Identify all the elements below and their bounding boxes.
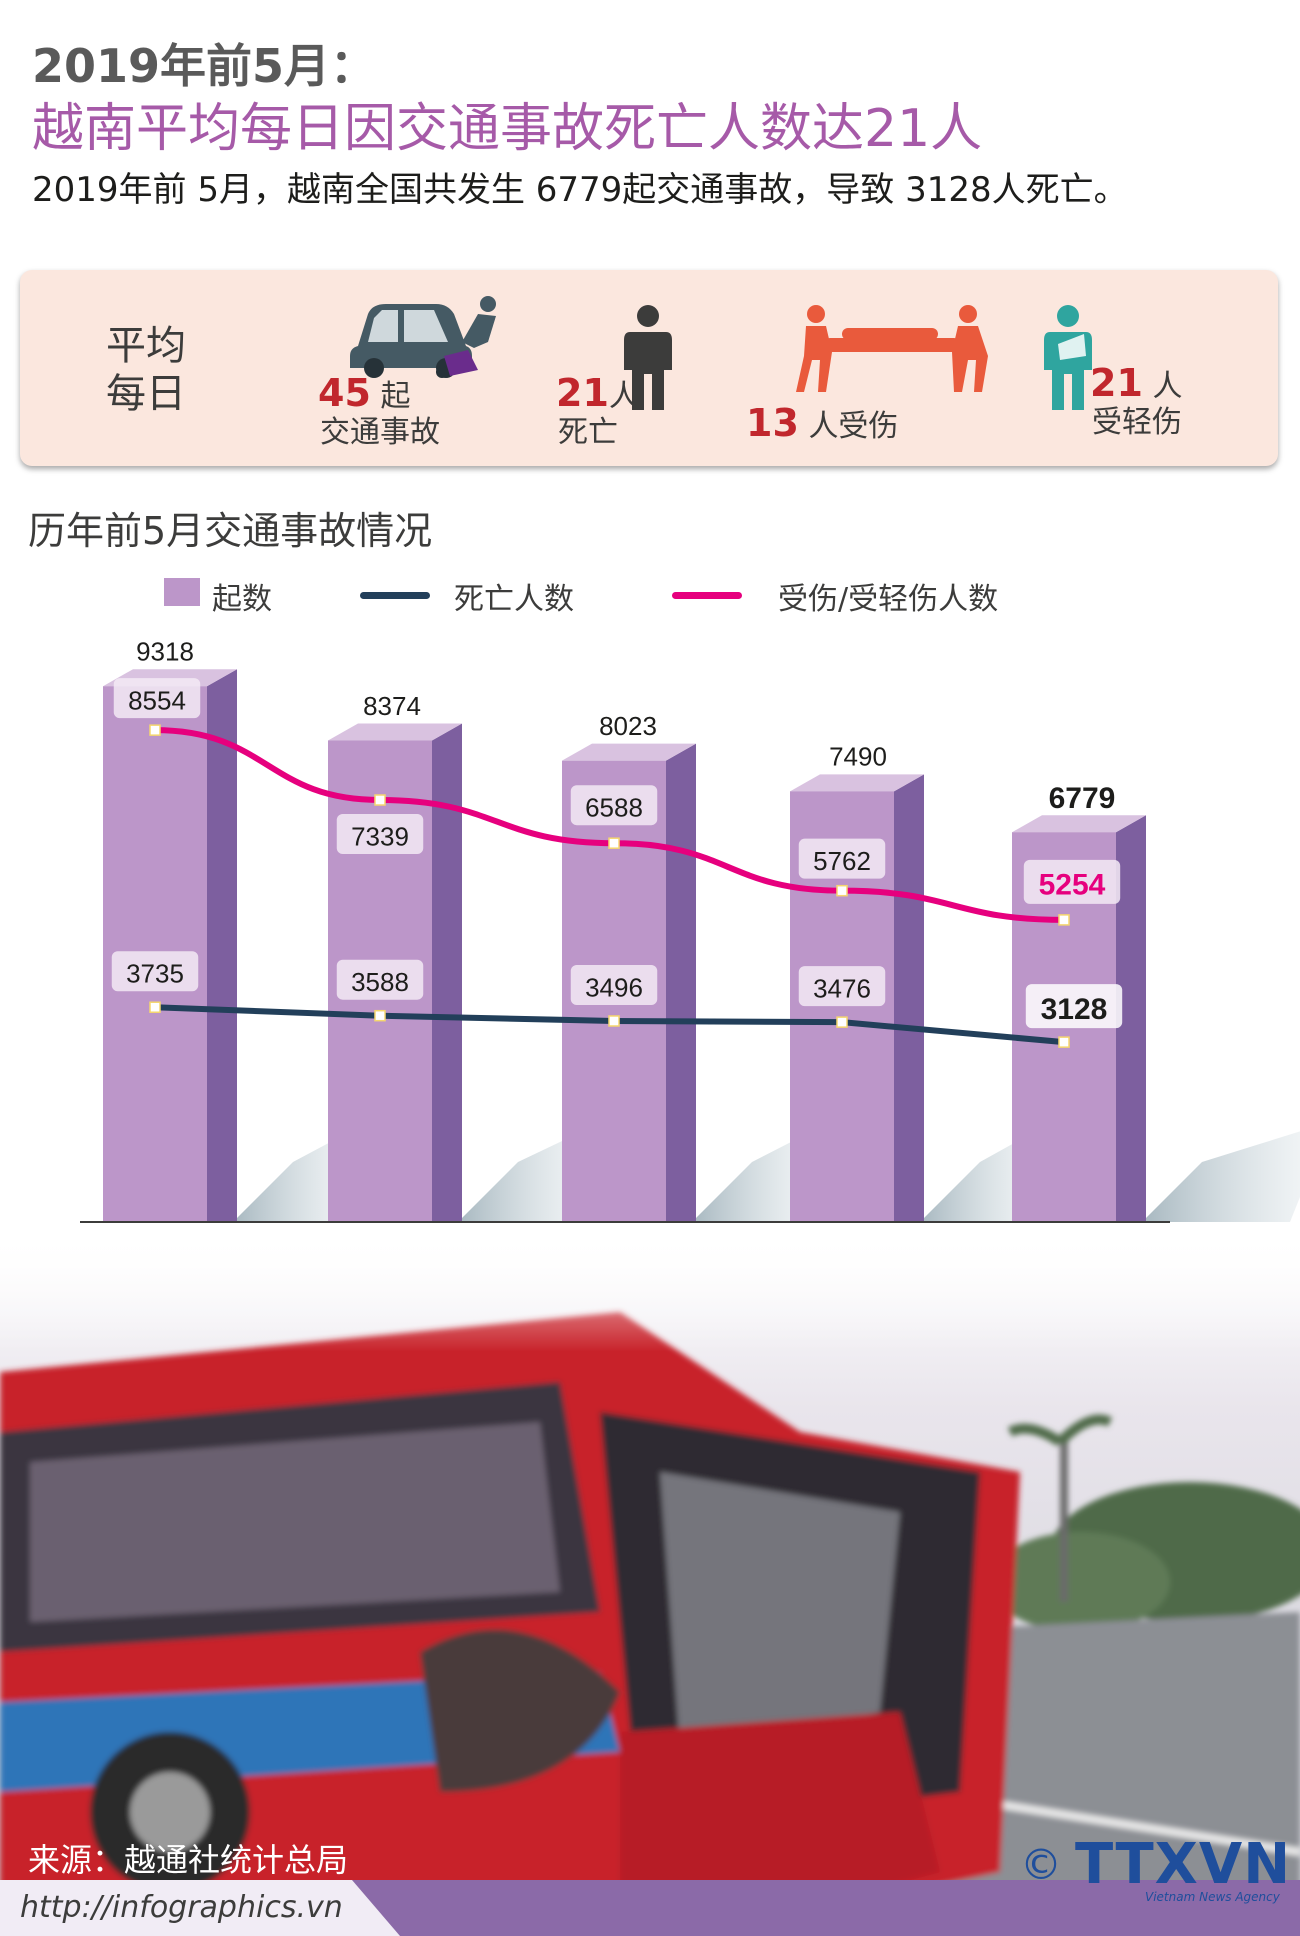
deaths-line-point: [374, 1009, 386, 1022]
minor-injured-unit: 人: [1152, 369, 1183, 404]
injuries-value-label: 8554: [113, 678, 201, 719]
daily-label-2: 每日: [106, 371, 186, 417]
daily-average-panel: 平均 每日 45 起 交通事故 21人 死亡 13 人受伤: [20, 270, 1278, 466]
svg-text:3735: 3735: [126, 959, 184, 989]
injured-number: 13: [746, 401, 799, 445]
svg-text:8023: 8023: [599, 711, 657, 741]
source-text: 来源：越通社统计总局: [28, 1841, 349, 1879]
accidents-label: 交通事故: [320, 415, 440, 450]
injured-label: 人受伤: [808, 409, 899, 444]
person-icon: [624, 305, 672, 410]
title-line-1: 2019年前5月：: [32, 39, 377, 93]
daily-label-1: 平均: [106, 323, 186, 369]
svg-text:3128: 3128: [1041, 993, 1108, 1026]
injuries-line-point: [1058, 914, 1070, 926]
deaths-value-label: 3496: [570, 964, 658, 1005]
accidents-stat: 45 起: [318, 374, 411, 414]
injuries-line-point: [608, 837, 620, 849]
deaths-label: 死亡: [558, 415, 618, 450]
svg-text:5762: 5762: [813, 846, 871, 876]
bar-2015: [103, 669, 237, 1222]
bar-value-label: 7490: [829, 742, 887, 772]
title-line-2: 越南平均每日因交通事故死亡人数达21人: [32, 99, 983, 159]
svg-text:8554: 8554: [128, 686, 186, 716]
deaths-value-label: 3735: [111, 951, 199, 992]
bar-value-label: 8023: [599, 711, 657, 741]
injured-stat: 13 人受伤: [746, 404, 899, 444]
injuries-value-label: 6588: [570, 785, 658, 826]
injuries-line-point: [836, 884, 848, 897]
injuries-value-label: 7339: [336, 814, 424, 855]
bar-value-label: 8374: [363, 691, 421, 721]
svg-text:7490: 7490: [829, 742, 887, 772]
legend-injuries-swatch: [672, 592, 742, 599]
svg-text:3476: 3476: [813, 973, 871, 1003]
svg-text:6779: 6779: [1049, 782, 1116, 815]
deaths-line-point: [836, 1016, 848, 1028]
svg-text:8374: 8374: [363, 691, 421, 721]
legend-injuries-label: 受伤/受轻伤人数: [778, 582, 999, 617]
minor-injured-stat: 21 人: [1090, 364, 1183, 404]
injured-person-icon: [1044, 305, 1092, 410]
deaths-unit: 人: [608, 379, 639, 414]
footer-url[interactable]: http://infographics.vn: [20, 1890, 343, 1925]
svg-text:6588: 6588: [585, 793, 643, 823]
copyright-icon: ©: [1020, 1840, 1062, 1889]
decorative-ribbon: [1142, 1131, 1300, 1222]
deaths-value-label: 3476: [798, 966, 886, 1007]
deaths-stat: 21人: [556, 374, 639, 414]
deaths-value-label: 3588: [336, 959, 424, 1000]
svg-text:7339: 7339: [351, 821, 409, 851]
crashed-bus-photo: [0, 1232, 1300, 1936]
accidents-number: 45: [318, 371, 371, 415]
bar-value-label: 9318: [136, 637, 194, 667]
ttxvn-logo: TTXVN: [1075, 1832, 1292, 1897]
svg-text:3496: 3496: [585, 972, 643, 1002]
injuries-line-point: [374, 794, 386, 806]
deaths-line-point: [1058, 1036, 1070, 1048]
bar-value-label: 6779: [1049, 782, 1116, 815]
svg-text:5254: 5254: [1039, 869, 1106, 902]
minor-injured-number: 21: [1090, 361, 1143, 405]
chart: 20152016201720182019 9318837480237490677…: [80, 637, 1300, 1266]
accidents-unit: 起: [380, 379, 411, 414]
legend-deaths-label: 死亡人数: [454, 582, 574, 617]
chart-title: 历年前5月交通事故情况: [28, 509, 433, 553]
stretcher-icon: [796, 305, 988, 392]
deaths-number: 21: [556, 371, 609, 415]
injuries-value-label: 5254: [1023, 859, 1121, 904]
injuries-value-label: 5762: [798, 838, 886, 879]
deaths-value-label: 3128: [1025, 984, 1123, 1029]
deaths-line-point: [608, 1015, 620, 1027]
legend-bars-label: 起数: [212, 582, 272, 617]
svg-text:9318: 9318: [136, 637, 194, 667]
legend-deaths-swatch: [360, 592, 430, 599]
ttxvn-logo-subtitle: Vietnam News Agency: [1145, 1890, 1280, 1904]
svg-text:3588: 3588: [351, 967, 409, 997]
footer-url-background: [0, 1880, 400, 1936]
car-crash-icon: [350, 296, 496, 378]
injuries-line-point: [149, 724, 161, 736]
minor-injured-label: 受轻伤: [1092, 405, 1182, 440]
deaths-line-point: [149, 1001, 161, 1013]
legend-bars-swatch: [164, 578, 200, 606]
summary-text: 2019年前 5月，越南全国共发生 6779起交通事故，导致 3128人死亡。: [32, 170, 1128, 210]
